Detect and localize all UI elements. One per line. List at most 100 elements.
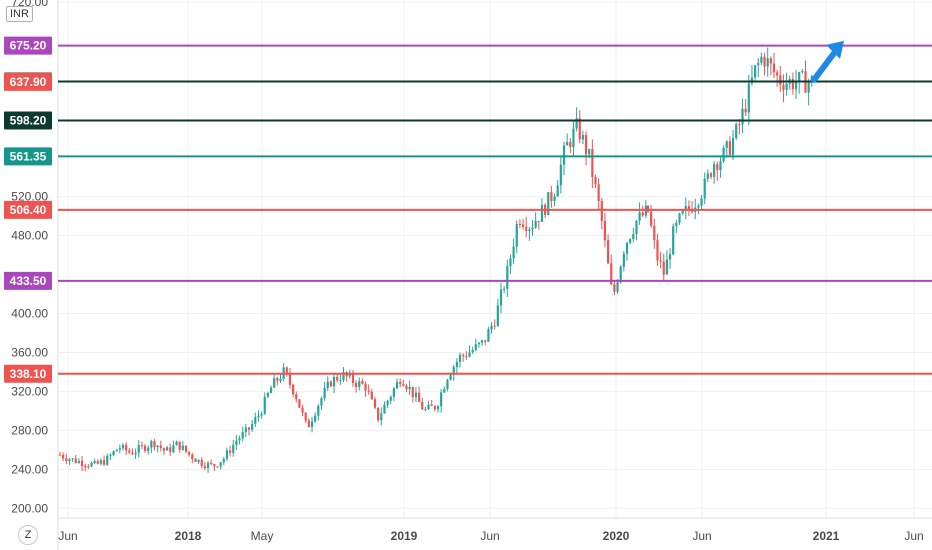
candle — [58, 451, 62, 456]
candle — [121, 443, 125, 451]
candle — [506, 259, 509, 297]
candle — [304, 412, 307, 424]
candle — [84, 463, 87, 472]
candle — [175, 440, 178, 446]
candle — [662, 253, 665, 282]
candle — [641, 205, 644, 218]
candle — [276, 376, 279, 386]
candle — [650, 204, 653, 228]
candle — [273, 374, 276, 388]
candle — [320, 396, 323, 410]
candle — [785, 72, 788, 96]
svg-text:506.40: 506.40 — [10, 203, 47, 217]
candle — [377, 407, 380, 423]
candle — [197, 459, 200, 465]
level-badge: 338.10 — [4, 364, 52, 383]
candle — [402, 379, 405, 387]
candle — [162, 447, 166, 455]
candle — [635, 219, 638, 241]
candle — [584, 131, 588, 166]
candle — [389, 395, 392, 405]
candle — [282, 363, 285, 382]
candle — [310, 416, 314, 433]
candle — [181, 441, 184, 451]
candle — [386, 399, 389, 408]
candle — [266, 391, 269, 399]
candle — [747, 74, 750, 126]
candle — [213, 463, 216, 472]
candle — [93, 458, 96, 465]
level-badge: 433.50 — [4, 271, 52, 290]
candle — [804, 60, 807, 93]
candle — [629, 238, 632, 245]
candle — [285, 366, 288, 377]
x-tick-label: Jun — [480, 529, 499, 543]
candle — [232, 439, 235, 457]
candle — [798, 71, 801, 94]
candle — [71, 458, 74, 463]
candle — [106, 453, 109, 466]
candle — [251, 419, 254, 433]
candle — [754, 64, 757, 83]
candle — [562, 141, 566, 176]
candle — [638, 202, 641, 225]
candle — [684, 197, 687, 220]
candle — [408, 380, 411, 396]
candle — [738, 119, 741, 135]
candle — [791, 72, 794, 95]
candle — [653, 218, 656, 249]
candle — [292, 383, 295, 398]
candle — [216, 466, 219, 468]
candle — [807, 78, 810, 106]
candle — [424, 406, 427, 412]
candle — [257, 410, 260, 422]
candle — [503, 286, 506, 294]
candle — [298, 399, 301, 409]
candle — [329, 380, 332, 388]
svg-text:598.20: 598.20 — [10, 114, 47, 128]
candle — [238, 435, 241, 445]
chart-grid — [57, 0, 932, 550]
candle — [295, 391, 298, 403]
candle — [731, 130, 735, 161]
candle — [622, 250, 625, 272]
y-tick-label: 400.00 — [11, 307, 48, 321]
candle — [518, 219, 521, 229]
y-tick-label: 200.00 — [11, 501, 48, 515]
candle — [317, 404, 320, 421]
candle — [395, 378, 399, 390]
candle — [74, 454, 77, 464]
candle — [668, 248, 672, 270]
candle — [672, 223, 675, 255]
candle — [436, 404, 440, 413]
candle — [509, 254, 512, 274]
candle — [200, 457, 203, 469]
candle — [484, 340, 487, 346]
candle — [665, 250, 668, 275]
candle — [750, 65, 754, 86]
level-badge: 598.20 — [4, 111, 52, 130]
level-lines — [58, 44, 932, 375]
candle — [537, 221, 540, 230]
candle — [632, 227, 635, 243]
candle — [172, 440, 175, 454]
candle — [728, 136, 731, 157]
svg-text:561.35: 561.35 — [10, 149, 47, 163]
x-tick-label: Jun — [58, 529, 77, 543]
candle — [757, 58, 760, 78]
candle — [203, 462, 206, 471]
candle — [766, 47, 769, 77]
candle — [703, 172, 706, 205]
candle — [178, 441, 181, 453]
candle — [247, 427, 251, 436]
candle — [131, 448, 134, 456]
candle — [355, 380, 358, 393]
candles — [58, 47, 813, 473]
candle — [301, 404, 304, 417]
candle — [184, 445, 188, 454]
candle — [782, 74, 785, 103]
candle — [477, 341, 481, 348]
zoom-button[interactable]: Z — [18, 525, 38, 545]
candle — [600, 197, 603, 230]
